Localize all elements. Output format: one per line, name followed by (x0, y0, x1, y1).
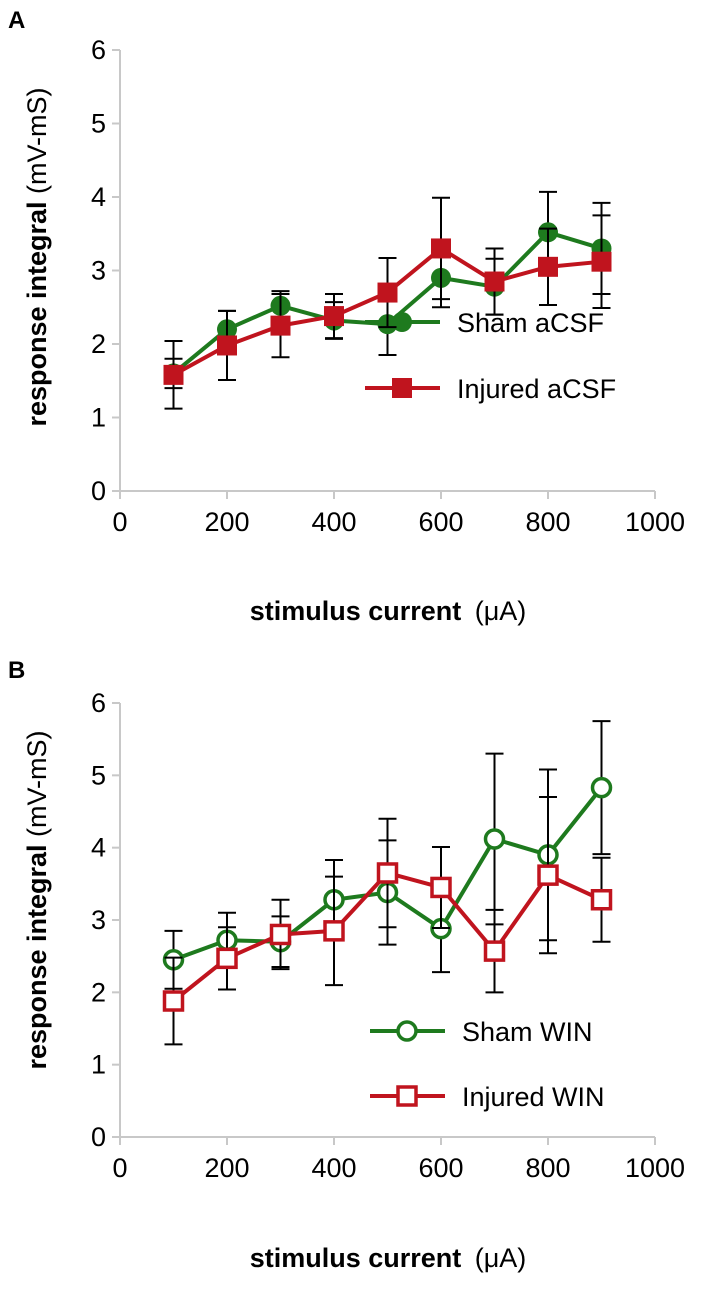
data-point (591, 251, 612, 272)
data-point (430, 876, 452, 899)
x-tick-label: 1000 (625, 507, 685, 537)
legend-item: Injured WIN (370, 1082, 605, 1112)
panel-a: A response integral (mV-mS) stimulus cur… (8, 7, 685, 626)
y-axis-label-a: response integral (mV-mS) (22, 87, 52, 426)
legend-label: Injured aCSF (457, 374, 616, 404)
y-tick-label: 4 (91, 833, 106, 863)
data-point (377, 282, 398, 303)
legend-label: Injured WIN (462, 1082, 605, 1112)
legend-marker (392, 378, 412, 398)
panel-letter-a: A (8, 7, 25, 34)
y-tick-label: 5 (91, 109, 106, 139)
data-point (590, 888, 613, 911)
data-point (483, 828, 506, 850)
y-tick-label: 6 (91, 688, 106, 718)
y-tick-label: 2 (91, 977, 106, 1007)
series-injured-acsf (163, 196, 612, 410)
y-tick-label: 0 (91, 476, 106, 506)
y-tick-label: 1 (91, 1050, 106, 1080)
y-tick-label: 2 (91, 329, 106, 359)
data-point (431, 238, 451, 259)
legend-marker (396, 1085, 418, 1107)
x-tick-label: 0 (112, 1153, 127, 1183)
axes: 0 1 2 3 4 5 6 0 200 400 600 800 1000 (91, 35, 685, 537)
panel-letter-b: B (8, 657, 25, 684)
y-tick-label: 6 (91, 35, 106, 65)
legend-item: Injured aCSF (365, 374, 616, 404)
data-point (162, 990, 185, 1012)
data-point (590, 776, 613, 799)
x-tick-label: 200 (204, 1153, 249, 1183)
data-point (324, 306, 344, 327)
x-tick-label: 0 (112, 507, 127, 537)
legend-label: Sham WIN (462, 1017, 593, 1047)
x-axis-label-b: stimulus current (μA) (250, 1243, 527, 1273)
data-point (269, 923, 292, 946)
y-axis-label-b: response integral (mV-mS) (22, 730, 52, 1069)
y-tick-label: 1 (91, 403, 106, 433)
y-tick-label: 0 (91, 1122, 106, 1152)
data-point (538, 256, 558, 277)
x-tick-label: 800 (525, 507, 570, 537)
data-point (376, 862, 399, 884)
y-tick-label: 4 (91, 182, 106, 212)
legend-b: Sham WIN Injured WIN (370, 1017, 605, 1112)
data-point (163, 364, 184, 385)
y-tick-label: 3 (91, 905, 106, 935)
data-point (270, 315, 291, 336)
x-tick-label: 400 (311, 507, 356, 537)
data-point (537, 864, 559, 886)
y-tick-label: 3 (91, 256, 106, 286)
legend-item: Sham WIN (370, 1017, 593, 1047)
legend-label: Sham aCSF (457, 308, 604, 338)
data-point (216, 947, 238, 970)
data-point (217, 335, 237, 356)
axes: 0 1 2 3 4 5 6 0 200 400 600 800 1000 (91, 688, 685, 1183)
legend-a: Sham aCSF Injured aCSF (365, 308, 616, 404)
y-tick-label: 5 (91, 760, 106, 790)
data-point (483, 940, 506, 962)
data-point (484, 271, 505, 292)
data-point (323, 920, 345, 942)
x-tick-label: 400 (311, 1153, 356, 1183)
x-tick-label: 600 (418, 507, 463, 537)
legend-marker (396, 1020, 418, 1042)
series-injured-win (162, 796, 613, 1046)
x-tick-label: 1000 (625, 1153, 685, 1183)
x-tick-label: 600 (418, 1153, 463, 1183)
panel-b: B response integral (mV-mS) stimulus cur… (8, 657, 685, 1273)
x-axis-label-a: stimulus current (μA) (250, 596, 527, 626)
x-tick-label: 200 (204, 507, 249, 537)
x-tick-label: 800 (525, 1153, 570, 1183)
